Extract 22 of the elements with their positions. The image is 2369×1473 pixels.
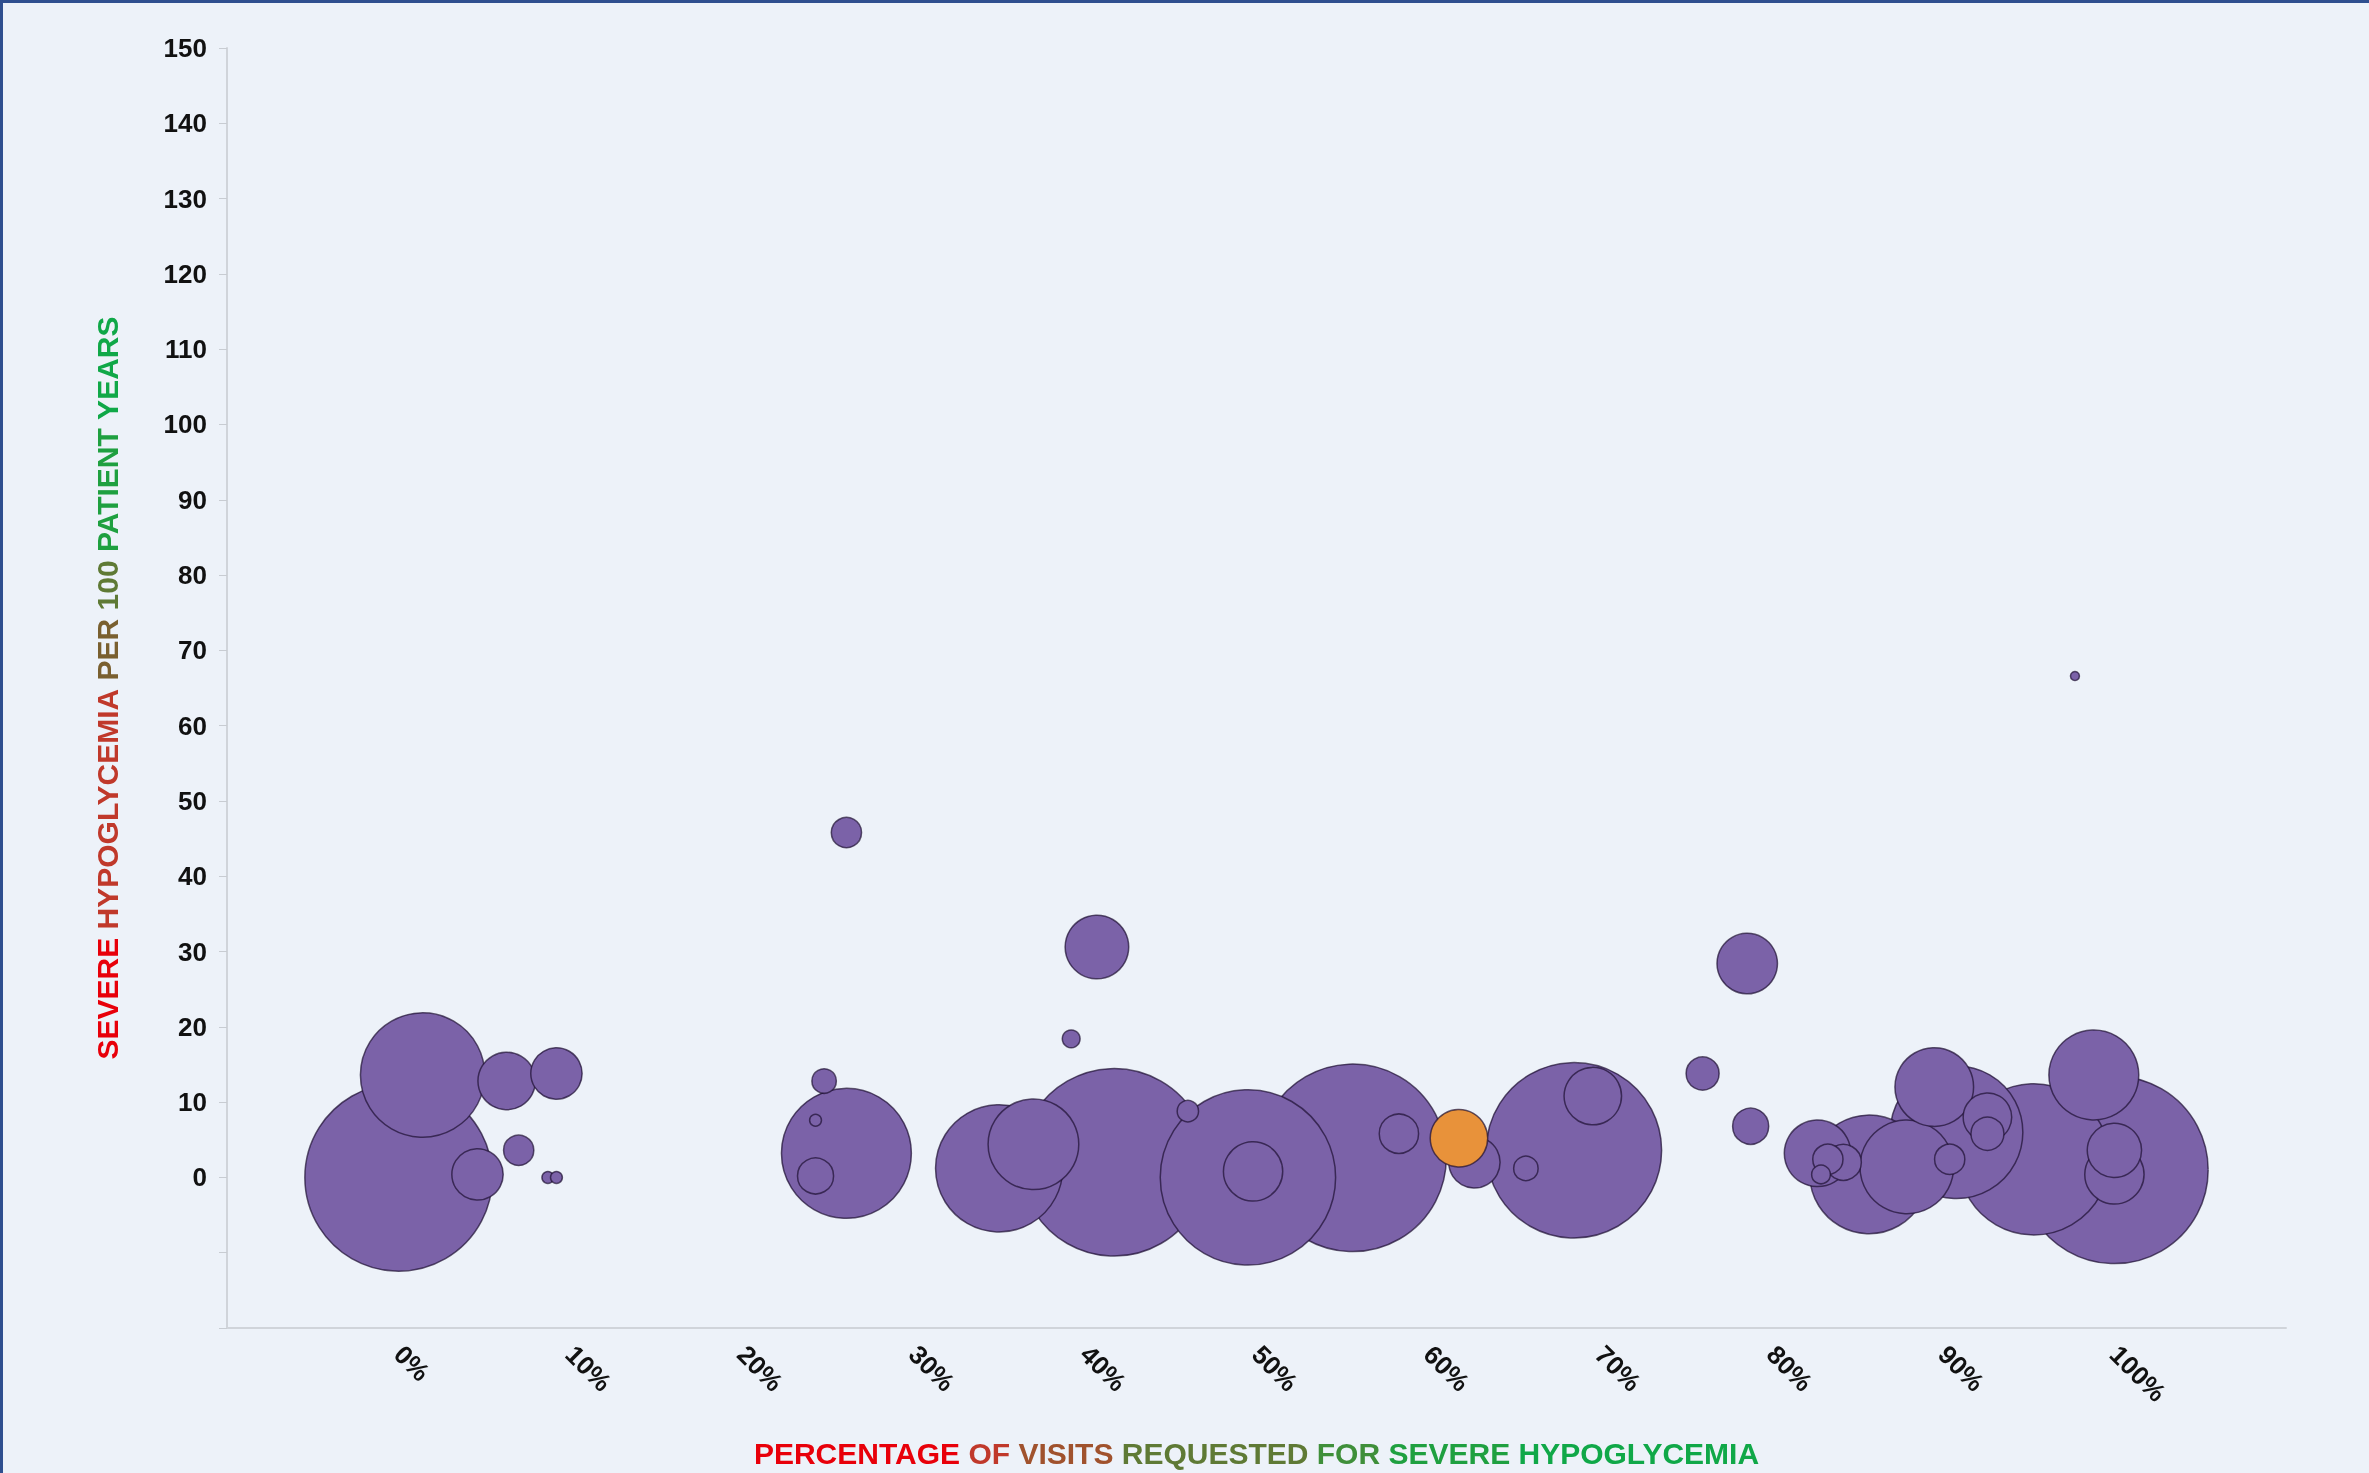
x-tick-label: 40% xyxy=(1074,1339,1133,1398)
x-axis-title: PERCENTAGE OF VISITS REQUESTED FOR SEVERE HYPOGLYCEMIA xyxy=(753,1436,1760,1470)
y-axis-title: SEVERE HYPOGLYCEMIA PER 100 PATIENT YEARS xyxy=(90,316,124,1060)
y-tick-label: 40 xyxy=(178,861,207,892)
y-tick-label: 20 xyxy=(178,1011,207,1042)
y-tick-label: 30 xyxy=(178,936,207,967)
y-tick-label: 0 xyxy=(192,1162,207,1193)
y-tick-label: 110 xyxy=(165,334,207,365)
y-tick-label: 80 xyxy=(178,560,207,591)
y-tick-label: 130 xyxy=(163,183,207,214)
y-tick-label: 10 xyxy=(178,1087,207,1118)
x-tick-label: 0% xyxy=(387,1339,436,1388)
y-tick-label: 60 xyxy=(178,710,207,741)
y-tick-label: 140 xyxy=(163,108,207,139)
y-tick-label: 100 xyxy=(163,409,207,440)
y-tick-label: 120 xyxy=(163,258,207,289)
y-tick-label: 90 xyxy=(178,484,207,515)
x-tick-label: 10% xyxy=(559,1339,618,1398)
y-tick-label: 150 xyxy=(163,33,207,63)
y-tick-label: 50 xyxy=(178,785,207,816)
y-tick-label: 70 xyxy=(178,635,207,666)
x-tick-label: 60% xyxy=(1417,1339,1476,1398)
